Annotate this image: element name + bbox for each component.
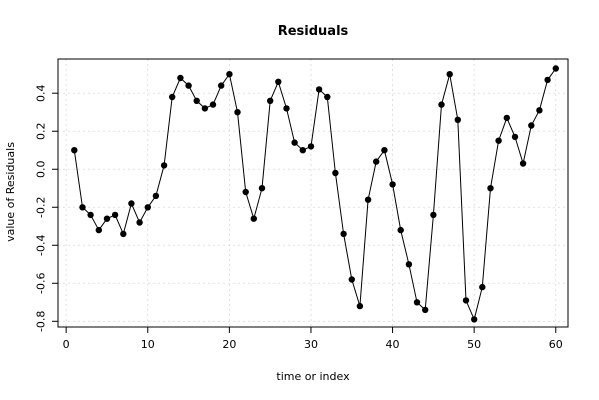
y-tick-label: -0.2 [35,197,48,218]
data-point [87,211,94,219]
data-point [315,86,323,93]
data-point [128,200,135,207]
grid [58,59,568,327]
data-point [209,101,217,108]
data-point [185,82,192,89]
y-axis-label: value of Residuals [4,142,17,242]
data-point [160,162,168,169]
data-point [283,105,290,112]
x-tick-label: 40 [386,338,400,351]
data-point [340,230,347,238]
data-point [291,139,298,146]
data-point [226,71,233,78]
data-point [422,306,429,314]
x-tick-label: 50 [467,338,481,351]
x-tick-label: 20 [222,338,236,351]
data-point [413,299,421,306]
data-point [446,71,453,78]
data-point [299,147,306,154]
y-tick-label: -0.8 [35,311,48,332]
data-point [201,105,209,112]
data-point [495,137,502,144]
x-tick-label: 0 [63,338,70,351]
data-point [136,219,143,226]
data-point [71,147,78,154]
data-point [487,185,494,192]
data-point [544,76,551,84]
y-axis: -0.8 -0.6 -0.4 -0.2 0.0 0.2 0.4 [35,84,58,332]
data-point [120,230,127,238]
data-point [405,261,413,268]
data-point [528,122,535,129]
data-point [111,211,119,219]
x-axis-label: time or index [276,370,350,383]
data-point [471,316,478,323]
data-point [103,215,111,222]
data-point [95,226,103,234]
x-tick-label: 30 [304,338,318,351]
data-point [258,185,266,192]
data-point [511,133,519,141]
data-point [332,169,339,177]
data-point [438,101,445,108]
data-point [552,65,559,72]
x-axis: 0 10 20 30 40 50 60 [63,327,563,351]
data-point [193,97,200,105]
y-tick-label: 0.2 [35,122,48,140]
data-point [177,74,184,82]
x-tick-label: 60 [549,338,563,351]
data-point [234,109,241,116]
data-point [454,116,461,124]
data-point [536,107,543,114]
data-point [79,204,86,211]
x-tick-label: 10 [141,338,155,351]
data-point [169,93,176,101]
data-point [267,97,274,105]
y-tick-label: 0.0 [35,160,48,178]
data-point [307,143,315,150]
data-point [462,297,470,304]
data-point [324,93,331,101]
data-point [250,215,257,222]
series-line [73,68,557,321]
series-residuals [71,65,559,323]
data-point [242,188,249,196]
data-point [519,160,527,167]
plot-frame [57,58,569,328]
y-tick-label: -0.6 [35,273,48,294]
y-tick-label: 0.4 [35,84,48,102]
data-point [373,158,380,165]
y-tick-label: -0.4 [35,235,48,256]
data-point [430,211,437,219]
data-point [389,181,396,188]
data-point [364,196,372,203]
data-point [218,82,225,89]
data-point [503,114,510,122]
data-point [348,276,355,283]
chart-title: Residuals [278,24,349,39]
data-point [152,192,160,200]
data-point [275,78,282,86]
data-point [356,302,364,310]
data-point [479,283,486,291]
data-point [397,226,404,234]
data-point [144,204,151,211]
data-point [381,147,388,154]
